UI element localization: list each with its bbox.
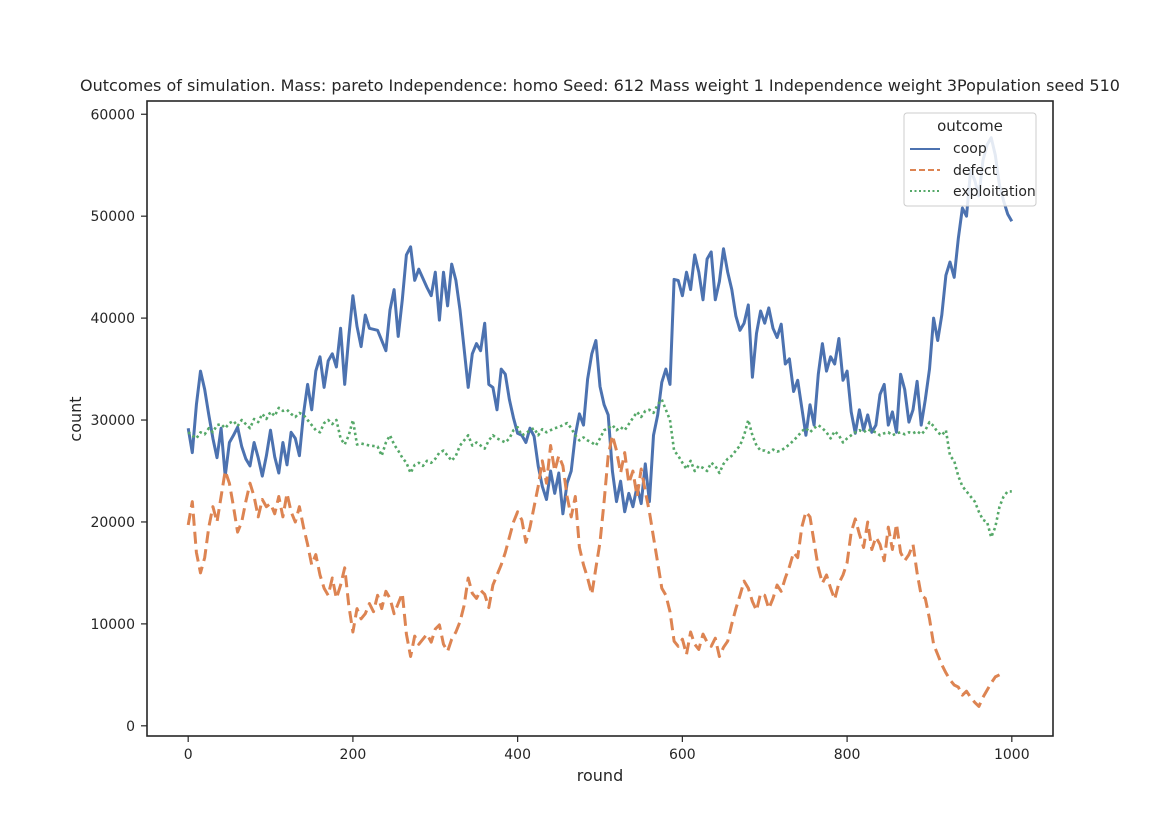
series-line-exploitation	[187, 398, 1012, 539]
y-tick-label: 60000	[90, 107, 135, 123]
series-line-defect	[186, 433, 1001, 708]
series-layer	[186, 136, 1014, 708]
legend: outcome coop defect exploitation	[903, 112, 1037, 207]
y-tick-label: 30000	[90, 413, 135, 429]
y-axis-label: count	[66, 396, 85, 441]
x-tick-label: 600	[669, 747, 696, 763]
x-axis-label: round	[577, 766, 623, 785]
legend-label-defect: defect	[953, 163, 998, 179]
x-tick-label: 800	[834, 747, 861, 763]
y-tick-label: 10000	[90, 617, 135, 633]
plot-frame	[146, 100, 1054, 737]
legend-box	[903, 112, 1037, 207]
y-tick-label: 50000	[90, 209, 135, 225]
x-tick-label: 400	[504, 747, 531, 763]
x-axis: 0 200 400 600 800 1000	[184, 736, 1030, 763]
x-tick-label: 0	[184, 747, 193, 763]
y-tick-label: 0	[126, 719, 135, 735]
x-tick-label: 1000	[994, 747, 1030, 763]
y-axis: 0 10000 20000 30000 40000 50000 60000	[90, 107, 147, 735]
legend-label-coop: coop	[953, 141, 987, 157]
legend-title: outcome	[937, 117, 1003, 135]
x-tick-label: 200	[340, 747, 367, 763]
chart-title: Outcomes of simulation. Mass: pareto Ind…	[80, 76, 1120, 95]
series-line-coop	[186, 136, 1014, 516]
legend-label-exploitation: exploitation	[953, 184, 1036, 200]
y-tick-label: 40000	[90, 311, 135, 327]
y-tick-label: 20000	[90, 515, 135, 531]
